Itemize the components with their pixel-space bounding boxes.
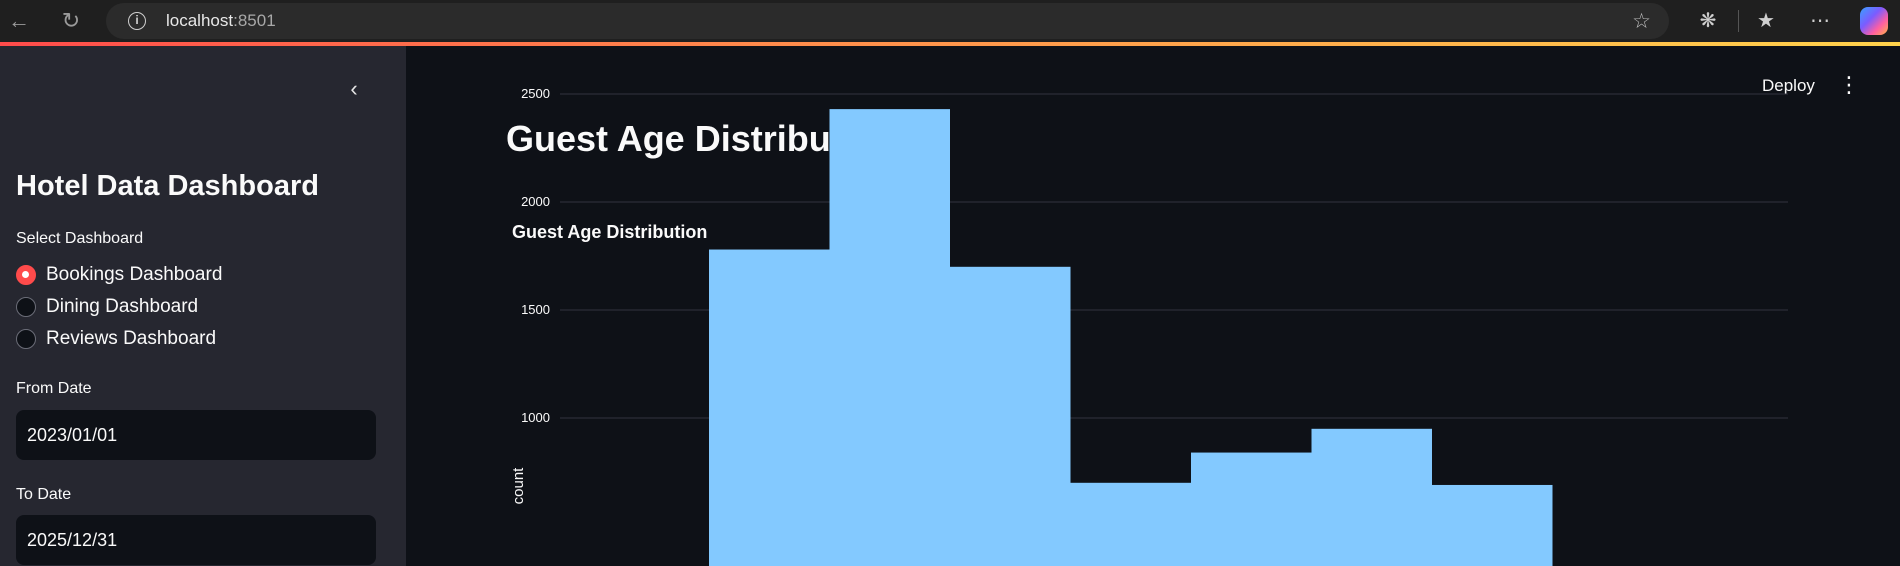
radio-option-bookings[interactable]: Bookings Dashboard bbox=[16, 262, 222, 288]
from-date-input[interactable]: 2023/01/01 bbox=[16, 410, 376, 460]
y-tick-label: 2000 bbox=[521, 194, 550, 209]
radio-unselected-icon[interactable] bbox=[16, 329, 36, 349]
histogram-bar[interactable] bbox=[829, 109, 951, 566]
radio-selected-icon[interactable] bbox=[16, 265, 36, 285]
main-menu-icon[interactable]: ⋮ bbox=[1838, 72, 1860, 97]
radio-unselected-icon[interactable] bbox=[16, 297, 36, 317]
histogram-bar[interactable] bbox=[709, 249, 830, 566]
histogram-bar[interactable] bbox=[1432, 484, 1553, 566]
y-axis-label: count bbox=[510, 467, 527, 505]
radio-label: Bookings Dashboard bbox=[46, 264, 223, 285]
y-tick-label: 1000 bbox=[521, 410, 550, 425]
url-port: :8501 bbox=[233, 11, 276, 30]
select-dashboard-label: Select Dashboard bbox=[16, 230, 144, 247]
sidebar: ‹ Hotel Data Dashboard Select Dashboard … bbox=[0, 46, 406, 566]
collapse-sidebar-icon[interactable]: ‹ bbox=[350, 76, 358, 101]
url-text: localhost:8501 bbox=[166, 11, 276, 31]
main-area: Deploy ⋮ Guest Age Distribution Guest Ag… bbox=[406, 46, 1900, 566]
histogram-bar[interactable] bbox=[950, 266, 1071, 566]
chart-y-ticks: 1000 1500 2000 2500 bbox=[521, 86, 550, 425]
radio-option-reviews[interactable]: Reviews Dashboard bbox=[16, 326, 216, 352]
age-histogram-chart: Guest Age Distribution 1000150020002500 … bbox=[510, 86, 1788, 566]
back-icon[interactable]: ← bbox=[8, 8, 30, 33]
histogram-bar[interactable] bbox=[1311, 428, 1433, 566]
to-date-label: To Date bbox=[16, 486, 72, 503]
site-info-icon[interactable]: i bbox=[128, 12, 146, 30]
extensions-icon[interactable]: ❋ bbox=[1699, 10, 1717, 32]
histogram-bar[interactable] bbox=[1191, 452, 1312, 566]
browser-toolbar: ← ↻ i localhost:8501 ☆ ❋ ★ ⋯ bbox=[0, 0, 1900, 42]
radio-label: Reviews Dashboard bbox=[46, 328, 217, 349]
y-tick-label: 2500 bbox=[521, 86, 550, 101]
deploy-button[interactable]: Deploy bbox=[1762, 76, 1815, 95]
from-date-label: From Date bbox=[16, 380, 92, 397]
radio-option-dining[interactable]: Dining Dashboard bbox=[16, 294, 198, 320]
histogram-bar[interactable] bbox=[1070, 482, 1192, 566]
sidebar-title: Hotel Data Dashboard bbox=[16, 170, 319, 202]
favorite-star-icon[interactable]: ☆ bbox=[1632, 10, 1651, 33]
address-bar[interactable]: i localhost:8501 ☆ bbox=[106, 3, 1669, 39]
chart-bars bbox=[709, 109, 1553, 566]
favorites-icon[interactable]: ★ bbox=[1757, 10, 1775, 32]
url-host: localhost bbox=[166, 11, 234, 30]
app-accent-bar bbox=[0, 42, 1900, 46]
to-date-input[interactable]: 2025/12/31 bbox=[16, 515, 376, 565]
radio-label: Dining Dashboard bbox=[46, 296, 199, 317]
copilot-icon[interactable] bbox=[1860, 7, 1888, 35]
reload-icon[interactable]: ↻ bbox=[61, 8, 81, 33]
toolbar-divider bbox=[1738, 10, 1739, 32]
chart-title: Guest Age Distribution bbox=[512, 222, 707, 242]
y-tick-label: 1500 bbox=[521, 302, 550, 317]
more-menu-icon[interactable]: ⋯ bbox=[1810, 10, 1830, 32]
